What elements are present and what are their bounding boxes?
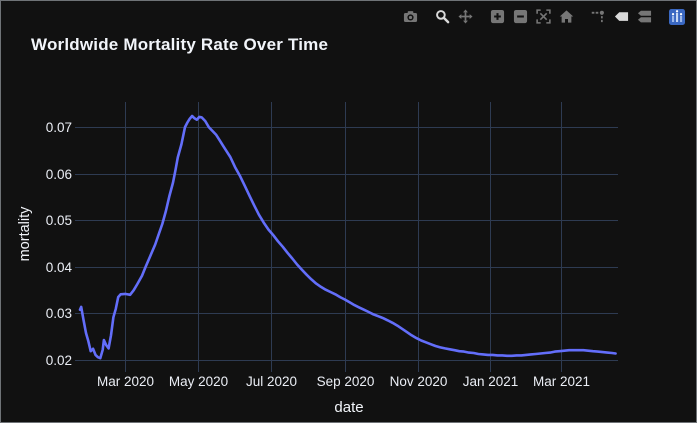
hover-compare-button[interactable] [636, 8, 653, 25]
pan-icon [458, 9, 473, 24]
x-tick-label: Jul 2020 [246, 374, 297, 389]
modebar [387, 8, 685, 25]
download-png-button[interactable] [402, 8, 419, 25]
modebar-group-logo [668, 8, 685, 25]
camera-icon [403, 11, 418, 22]
chart-title: Worldwide Mortality Rate Over Time [31, 35, 329, 54]
modebar-group-zoomlevel [489, 8, 575, 25]
spikelines-icon [591, 10, 604, 23]
x-axis-title: date [334, 399, 364, 416]
zoom-in-button[interactable] [489, 8, 506, 25]
y-tick-label: 0.03 [46, 306, 72, 321]
x-tick-label: Sep 2020 [317, 374, 375, 389]
zoom-button[interactable] [434, 8, 451, 25]
x-tick-label: Nov 2020 [390, 374, 448, 389]
y-tick-label: 0.02 [46, 353, 72, 368]
y-tick-label: 0.06 [46, 167, 72, 182]
zoom-icon [436, 10, 450, 24]
home-icon [559, 10, 574, 23]
zoom-in-icon [490, 9, 505, 24]
plotly-logo-button[interactable] [668, 8, 685, 25]
modebar-group-download [402, 8, 419, 25]
plotly-logo-icon [668, 8, 685, 25]
modebar-group-dragmode [434, 8, 474, 25]
zoom-out-button[interactable] [512, 8, 529, 25]
reset-axes-button[interactable] [558, 8, 575, 25]
y-axis-title: mortality [17, 206, 33, 262]
hover-compare-icon [637, 10, 652, 23]
autoscale-icon [536, 9, 551, 24]
hover-closest-icon [614, 12, 629, 21]
x-tick-label: Mar 2021 [533, 374, 590, 389]
pan-button[interactable] [457, 8, 474, 25]
x-tick-label: May 2020 [169, 374, 228, 389]
autoscale-button[interactable] [535, 8, 552, 25]
mortality-line [78, 114, 617, 360]
modebar-group-hover [590, 8, 653, 25]
toggle-spikelines-button[interactable] [590, 8, 607, 25]
y-tick-label: 0.07 [46, 120, 72, 135]
x-tick-label: Mar 2020 [97, 374, 154, 389]
x-tick-label: Jan 2021 [463, 374, 519, 389]
y-tick-label: 0.04 [46, 260, 73, 275]
y-tick-label: 0.05 [46, 213, 72, 228]
zoom-out-icon [513, 9, 528, 24]
hover-closest-button[interactable] [613, 8, 630, 25]
